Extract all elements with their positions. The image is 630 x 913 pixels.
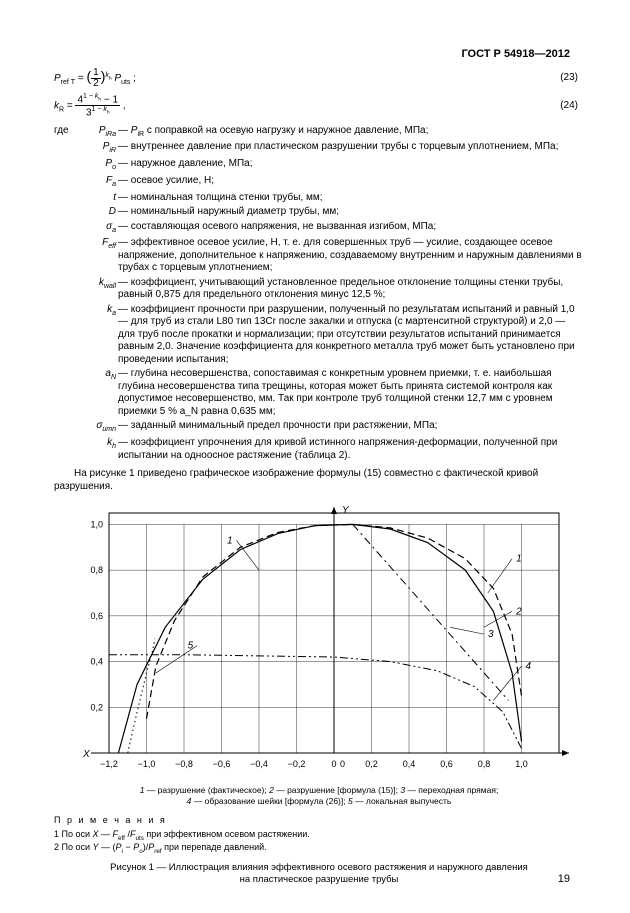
notes-title: П р и м е ч а н и я	[54, 815, 584, 826]
def-text: — номинальный наружный диаметр трубы, мм…	[118, 206, 584, 219]
svg-text:1: 1	[227, 536, 233, 547]
figure-1: YX−1,2−1,0−0,8−0,6−0,4−0,200,20,40,60,81…	[54, 501, 584, 886]
svg-text:0,8: 0,8	[90, 565, 103, 575]
svg-text:−0,4: −0,4	[250, 759, 268, 769]
def-row: где PiRa — PiR с поправкой на осевую наг…	[54, 125, 584, 140]
svg-text:3: 3	[488, 629, 494, 640]
svg-text:5: 5	[188, 641, 194, 652]
paragraph-after-defs: На рисунке 1 приведено графическое изобр…	[54, 468, 584, 493]
definitions: где PiRa — PiR с поправкой на осевую наг…	[54, 125, 584, 463]
formula-23: Pref T = (12)kh Puts ; (23)	[54, 68, 584, 89]
page: ГОСТ Р 54918—2012 Pref T = (12)kh Puts ;…	[0, 0, 630, 913]
svg-text:1: 1	[516, 554, 522, 565]
def-text: — глубина несовершенства, сопоставимая с…	[118, 368, 584, 418]
svg-text:−0,2: −0,2	[288, 759, 306, 769]
formula-24: kR = 41 − kh − 1 31 − kh , (24)	[54, 93, 584, 119]
svg-text:0,4: 0,4	[90, 657, 103, 667]
page-number: 19	[558, 873, 570, 887]
svg-text:−0,6: −0,6	[213, 759, 231, 769]
svg-text:0: 0	[340, 759, 345, 769]
svg-text:0,2: 0,2	[90, 702, 103, 712]
note-line: 2 По оси Y — (Pi − Po)/Pref при перепаде…	[54, 842, 584, 856]
def-text: — внутреннее давление при пластическом р…	[118, 141, 584, 156]
svg-text:2: 2	[515, 606, 522, 617]
note-line: 1 По оси X — Feff /Futs при эффективном …	[54, 829, 584, 843]
def-text: — коэффициент упрочнения для кривой исти…	[118, 437, 584, 462]
svg-text:X: X	[82, 749, 90, 760]
svg-text:−1,0: −1,0	[138, 759, 156, 769]
svg-text:0,6: 0,6	[440, 759, 453, 769]
formula-23-number: (23)	[560, 72, 584, 85]
formula-23-body: Pref T = (12)kh Puts ;	[54, 68, 136, 89]
svg-text:1,0: 1,0	[515, 759, 528, 769]
def-text: — эффективное осевое усилие, Н, т. е. дл…	[118, 237, 584, 275]
svg-text:0: 0	[331, 759, 336, 769]
def-text: — коэффициент прочности при разрушении, …	[118, 304, 584, 367]
def-text: — составляющая осевого напряжения, не вы…	[118, 221, 584, 236]
def-text: — наружное давление, МПа;	[118, 158, 584, 173]
def-text: — заданный минимальный предел прочности …	[118, 420, 584, 435]
svg-text:0,6: 0,6	[90, 611, 103, 621]
svg-text:0,4: 0,4	[403, 759, 416, 769]
def-text: — PiR с поправкой на осевую нагрузку и н…	[118, 125, 584, 140]
svg-text:−0,8: −0,8	[175, 759, 193, 769]
def-text: — коэффициент, учитывающий установленное…	[118, 277, 584, 302]
figure-notes: П р и м е ч а н и я 1 По оси X — Feff /F…	[54, 815, 584, 856]
figure-legend: 1 — разрушение (фактическое); 2 — разруш…	[54, 785, 584, 807]
svg-text:4: 4	[526, 661, 532, 672]
svg-text:0,8: 0,8	[478, 759, 491, 769]
content: Pref T = (12)kh Puts ; (23) kR = 41 − kh…	[54, 68, 584, 887]
def-text: — осевое усилие, Н;	[118, 175, 584, 190]
chart: YX−1,2−1,0−0,8−0,6−0,4−0,200,20,40,60,81…	[59, 501, 579, 781]
formula-24-number: (24)	[560, 100, 584, 113]
figure-title: Рисунок 1 — Иллюстрация влияния эффектив…	[54, 862, 584, 887]
svg-text:0,2: 0,2	[365, 759, 378, 769]
formula-24-body: kR = 41 − kh − 1 31 − kh ,	[54, 93, 126, 119]
svg-text:1,0: 1,0	[90, 520, 103, 530]
def-text: — номинальная толщина стенки трубы, мм;	[118, 192, 584, 205]
defs-intro: где	[54, 125, 76, 140]
svg-text:−1,2: −1,2	[100, 759, 118, 769]
standard-code: ГОСТ Р 54918—2012	[461, 48, 570, 62]
